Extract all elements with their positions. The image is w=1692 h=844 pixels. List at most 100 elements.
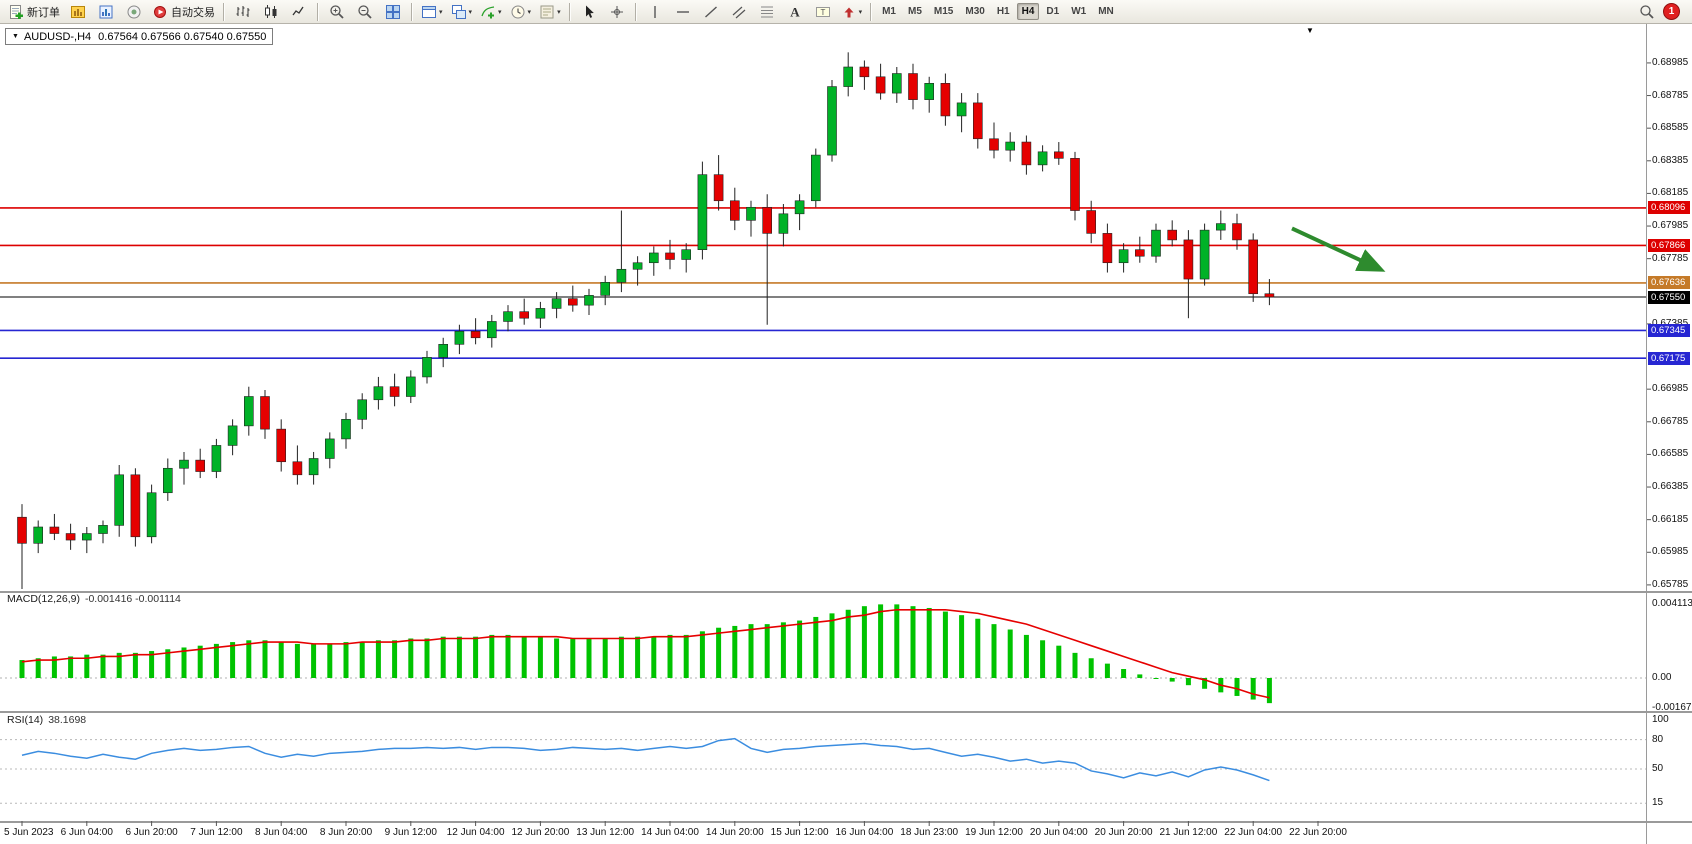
chart-collapse-icon[interactable]: ▼ — [12, 33, 19, 40]
data-window-button[interactable] — [121, 1, 147, 23]
vertical-line-button[interactable] — [642, 1, 668, 23]
candle — [729, 200, 740, 221]
zoom-in-button[interactable] — [324, 1, 350, 23]
candle — [389, 386, 400, 397]
price-tick-label: 0.67985 — [1652, 220, 1689, 232]
time-axis-label: 21 Jun 12:00 — [1159, 827, 1218, 838]
search-button[interactable] — [1634, 1, 1660, 23]
time-axis-label: 6 Jun 04:00 — [60, 827, 113, 838]
pane-separator[interactable] — [0, 591, 1692, 593]
templates-button[interactable]: ▾ — [536, 1, 564, 23]
down-trend-arrow[interactable] — [1291, 226, 1386, 272]
timeframe-m1-button[interactable]: M1 — [882, 6, 896, 17]
fibonacci-button[interactable] — [754, 1, 780, 23]
zoom-out-button[interactable] — [352, 1, 378, 23]
price-level-badge[interactable]: 0.67345 — [1648, 323, 1690, 337]
candle — [33, 526, 44, 544]
bar-chart-icon — [235, 4, 251, 20]
price-level-badge[interactable]: 0.67866 — [1648, 238, 1690, 252]
timeframe-h4-button[interactable]: H4 — [1016, 3, 1040, 20]
macd-bar — [780, 622, 786, 678]
candle — [438, 344, 449, 358]
candle — [292, 461, 303, 476]
line-chart-button[interactable] — [286, 1, 312, 23]
text-label-button[interactable]: T — [810, 1, 836, 23]
timeframe-d1-button[interactable]: D1 — [1046, 6, 1060, 17]
candle — [1135, 249, 1145, 257]
timeframe-m15-button[interactable]: M15 — [933, 6, 954, 17]
candle — [114, 474, 124, 526]
chart-window-button[interactable] — [65, 1, 91, 23]
price-level-lines[interactable] — [0, 207, 1647, 359]
candle — [49, 526, 60, 534]
time-axis-label: 20 Jun 04:00 — [1029, 827, 1088, 838]
price-level-badge[interactable]: 0.67636 — [1648, 276, 1690, 290]
autotrading-button[interactable]: 自动交易 — [149, 1, 218, 23]
toolbar-separator — [568, 2, 571, 21]
text-button[interactable]: A — [782, 1, 808, 23]
macd-bar — [618, 636, 624, 678]
equidistant-channel-button[interactable] — [726, 1, 752, 23]
macd-bar — [19, 660, 25, 678]
timeframe-m30-button[interactable]: M30 — [965, 6, 985, 17]
candle — [681, 249, 692, 260]
candle — [308, 458, 319, 476]
candle — [956, 102, 967, 117]
timeframe-m5-button[interactable]: M5 — [908, 6, 922, 17]
tile-windows-button[interactable] — [380, 1, 406, 23]
time-axis-label: 22 Jun 20:00 — [1289, 827, 1347, 838]
pane-separators — [0, 24, 1692, 844]
chart-scroll-marker-icon[interactable]: ▼ — [1306, 26, 1314, 35]
candle — [519, 311, 530, 319]
fibonacci-icon — [759, 4, 775, 20]
horizontal-line-button[interactable] — [670, 1, 696, 23]
market-watch-button[interactable] — [93, 1, 119, 23]
crosshair-button[interactable] — [604, 1, 630, 23]
arrange-windows-button[interactable]: ▾ — [418, 1, 446, 23]
alerts-badge[interactable]: 1 — [1663, 3, 1680, 20]
macd-bar — [246, 640, 252, 678]
timeframe-mn-button[interactable]: MN — [1098, 6, 1114, 17]
cascade-windows-button[interactable]: ▾ — [448, 1, 476, 23]
price-tick-label: 0.67385 — [1652, 318, 1688, 330]
candle — [341, 419, 351, 440]
pane-separator[interactable] — [0, 711, 1692, 713]
macd-bar — [116, 652, 122, 678]
macd-bar — [1040, 640, 1046, 678]
macd-bar — [570, 638, 576, 678]
dropdown-caret-icon: ▾ — [439, 8, 443, 16]
candlestick-chart-button[interactable] — [258, 1, 284, 23]
macd-bar — [343, 642, 349, 678]
cursor-button[interactable] — [576, 1, 602, 23]
indicators-button[interactable]: ▾ — [477, 1, 505, 23]
arrows-button[interactable]: ▾ — [838, 1, 866, 23]
macd-values: -0.001416 -0.001114 — [84, 593, 181, 605]
svg-text:T: T — [820, 7, 825, 16]
rsi-line — [21, 737, 1270, 782]
price-level-badge[interactable]: 0.67550 — [1648, 290, 1690, 304]
candle — [17, 516, 27, 544]
rsi-value: 38.1698 — [48, 714, 87, 726]
price-level-badge[interactable]: 0.68096 — [1648, 201, 1690, 215]
candle — [454, 330, 465, 345]
trendline-button[interactable] — [698, 1, 724, 23]
new-order-label: 新订单 — [27, 6, 60, 19]
price-level-badge[interactable]: 0.67175 — [1648, 351, 1690, 365]
timeframe-h1-button[interactable]: H1 — [996, 6, 1010, 17]
toolbar: 新订单 自动交易 ▾ ▾ ▾ ▾ ▾ A T ▾ M1 M5 M15 M30 H1 H4 D1 W1 MN 1 — [0, 0, 1692, 24]
trend-arrow-annotation[interactable] — [1291, 226, 1386, 272]
rsi-pane-label: RSI(14) 38.1698 — [5, 714, 89, 726]
new-order-button[interactable]: 新订单 — [5, 1, 63, 23]
candle — [227, 425, 238, 446]
bar-chart-button[interactable] — [230, 1, 256, 23]
dropdown-caret-icon: ▾ — [557, 8, 561, 16]
timeframe-w1-button[interactable]: W1 — [1071, 6, 1087, 17]
pane-separator[interactable] — [0, 821, 1692, 823]
periods-button[interactable]: ▾ — [507, 1, 535, 23]
macd-indicator — [0, 604, 1647, 704]
price-tick-label: 0.66385 — [1652, 481, 1689, 493]
toolbar-separator — [411, 2, 413, 21]
candle — [1199, 229, 1210, 280]
